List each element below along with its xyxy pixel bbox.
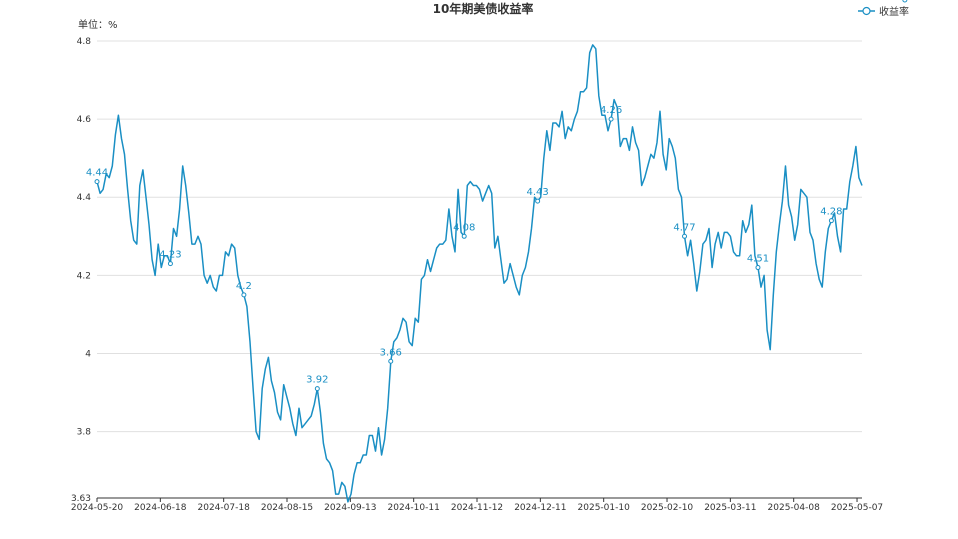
data-point-marker (535, 198, 541, 204)
x-tick-label: 2025-05-07 (831, 503, 883, 513)
x-tick-label: 2024-08-15 (261, 503, 313, 513)
data-label: 4.26 (894, 0, 916, 3)
data-point-marker (461, 233, 467, 239)
data-labels: 4.44 4.23 4.2 3.92 3.66 4.08 4.43 4.26 4.77 4.51 4… (86, 0, 916, 392)
legend-label: 收益率 (879, 5, 909, 18)
data-point-marker (755, 265, 761, 271)
data-label: 4.43 (527, 187, 549, 198)
y-tick-label: 4.8 (77, 37, 92, 47)
x-tick-label: 2024-05-20 (71, 503, 124, 513)
data-point-marker (388, 358, 394, 364)
data-point-marker (608, 116, 614, 122)
x-tick-label: 2025-03-11 (704, 503, 756, 513)
x-tick-label: 2024-07-18 (198, 503, 251, 513)
y-tick-label: 4.4 (77, 193, 92, 203)
data-label: 3.92 (306, 375, 328, 386)
y-tick-label: 3.63 (71, 494, 91, 504)
x-tick-label: 2024-11-12 (451, 503, 503, 513)
y-tick-label: 4 (85, 349, 91, 359)
data-label: 4.23 (159, 250, 181, 261)
data-label: 4.77 (673, 222, 695, 233)
data-label: 4.08 (453, 222, 475, 233)
data-label: 4.51 (747, 254, 769, 265)
chart-title: 10年期美债收益率 (433, 1, 534, 16)
y-tick-label: 4.6 (77, 115, 92, 125)
data-label: 4.28 (820, 207, 842, 218)
y-tick-label: 4.2 (77, 271, 91, 281)
x-tick-label: 2025-01-10 (578, 503, 631, 513)
data-label: 4.44 (86, 168, 108, 179)
x-tick-label: 2025-04-08 (768, 503, 821, 513)
data-point-marker (682, 233, 688, 239)
y-axis-ticks: 3.63 3.8 4 4.2 4.4 4.6 4.8 (71, 37, 91, 504)
data-point-marker (314, 386, 320, 392)
data-point-marker (828, 218, 834, 224)
data-point-marker (241, 292, 247, 298)
x-axis-ticks: 2024-05-20 2024-06-18 2024-07-18 2024-08-15… (71, 498, 883, 513)
data-label: 3.66 (380, 347, 402, 358)
series-line (96, 44, 863, 503)
legend[interactable]: 收益率 (858, 5, 909, 18)
x-tick-label: 2025-02-10 (641, 503, 694, 513)
y-tick-label: 3.8 (77, 428, 92, 438)
data-label: 4.2 (236, 281, 252, 292)
x-tick-label: 2024-06-18 (134, 503, 187, 513)
legend-marker-icon (862, 6, 871, 16)
series-layer (96, 44, 863, 503)
unit-label: 单位：% (78, 18, 118, 31)
data-label: 4.26 (600, 105, 622, 116)
x-tick-label: 2024-10-11 (388, 503, 440, 513)
x-tick-label: 2024-12-11 (514, 503, 566, 513)
data-point-marker (902, 0, 908, 3)
data-point-marker (94, 179, 100, 185)
x-tick-label: 2024-09-13 (324, 503, 376, 513)
data-point-marker (167, 261, 173, 267)
grid-lines (97, 40, 862, 433)
